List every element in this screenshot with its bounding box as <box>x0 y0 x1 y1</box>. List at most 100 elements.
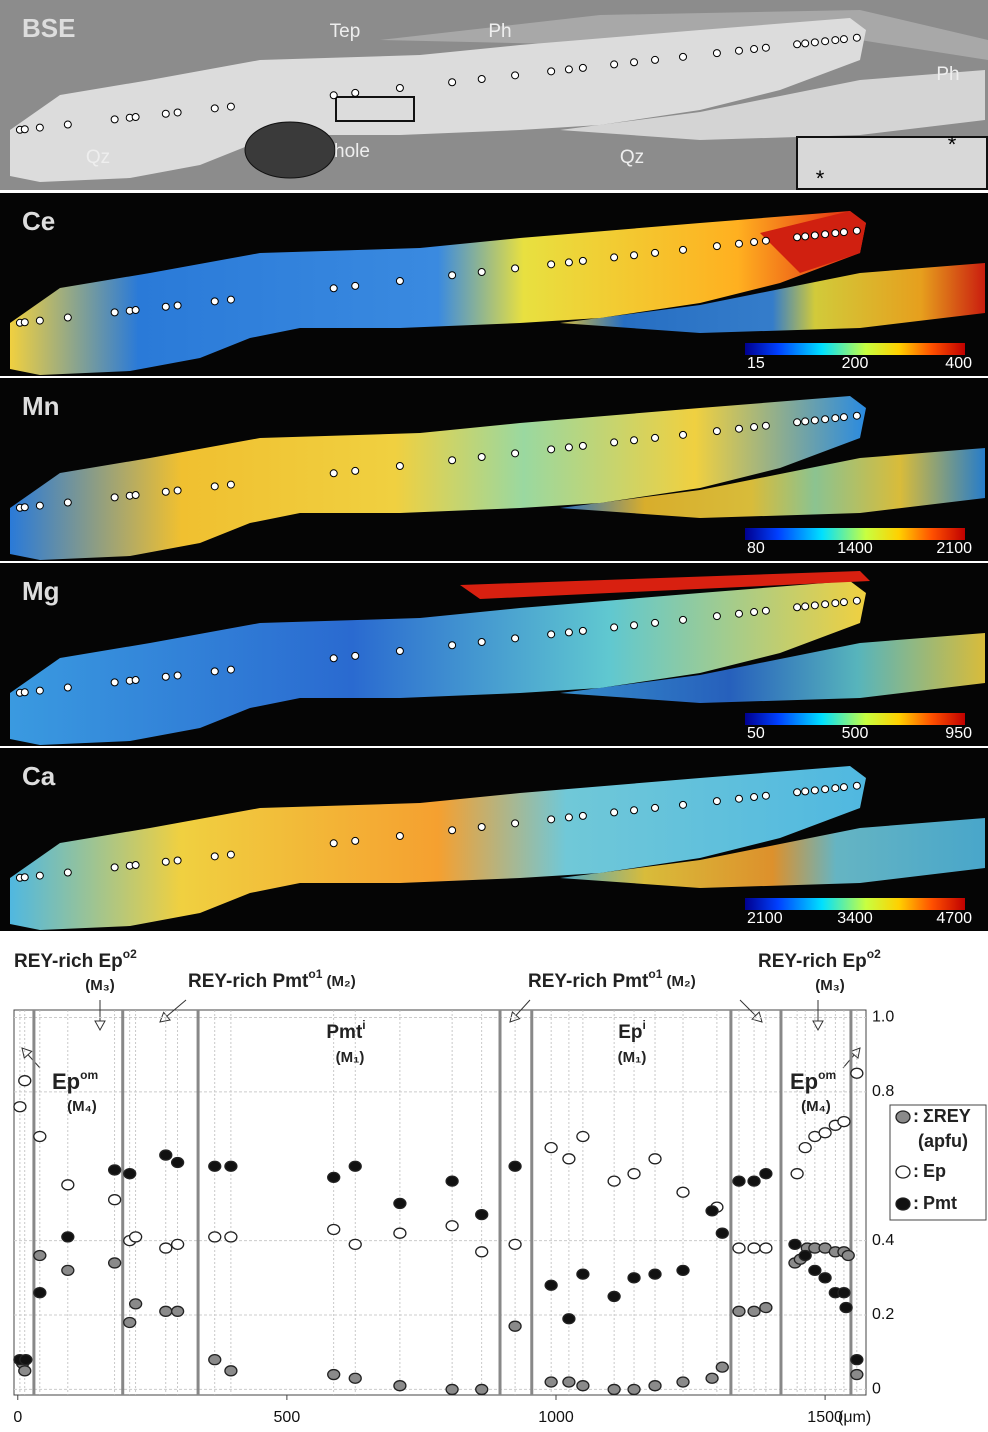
point <box>209 1161 221 1171</box>
spot <box>611 809 618 816</box>
spot <box>565 814 572 821</box>
y-tick-label: 0 <box>872 1381 881 1398</box>
spot <box>64 684 71 691</box>
spot <box>162 858 169 865</box>
point <box>628 1384 640 1394</box>
spot <box>512 635 519 642</box>
colorbar-label: 1400 <box>837 540 873 557</box>
point <box>706 1206 718 1216</box>
point <box>394 1228 406 1238</box>
spot <box>735 425 742 432</box>
point <box>124 1169 136 1179</box>
spot <box>227 481 234 488</box>
annotation-sup: i <box>362 1018 365 1032</box>
legend-label: Pmt <box>923 1193 957 1213</box>
spot <box>832 37 839 44</box>
map-label: Mg <box>22 576 60 606</box>
spot <box>227 666 234 673</box>
spot <box>330 655 337 662</box>
spot <box>512 72 519 79</box>
annotation-after: (M₂) <box>322 973 355 990</box>
spot <box>111 679 118 686</box>
spot <box>211 298 218 305</box>
colorbar-label: 4700 <box>936 910 972 927</box>
point <box>628 1273 640 1283</box>
spot <box>396 462 403 469</box>
point <box>838 1288 850 1298</box>
point <box>476 1210 488 1220</box>
point <box>748 1306 760 1316</box>
spot <box>631 252 638 259</box>
spot <box>36 687 43 694</box>
spot <box>565 444 572 451</box>
point <box>608 1176 620 1186</box>
point <box>716 1362 728 1372</box>
colorbar-label: 3400 <box>837 910 873 927</box>
point <box>748 1176 760 1186</box>
spot <box>631 807 638 814</box>
spot <box>21 874 28 881</box>
spot <box>565 259 572 266</box>
spot <box>478 268 485 275</box>
spot <box>352 837 359 844</box>
map-note: Ph <box>488 21 511 42</box>
spot <box>396 647 403 654</box>
legend-separator: : <box>913 1106 919 1126</box>
spot <box>227 851 234 858</box>
point <box>225 1232 237 1242</box>
point <box>34 1251 46 1261</box>
colorbar <box>745 713 965 725</box>
map-panel: 210034004700Ca <box>0 748 988 931</box>
spot <box>652 56 659 63</box>
point <box>509 1239 521 1249</box>
point <box>851 1370 863 1380</box>
spot <box>132 492 139 499</box>
point <box>649 1269 661 1279</box>
point <box>34 1131 46 1141</box>
spot <box>211 105 218 112</box>
spot <box>548 68 555 75</box>
point <box>840 1303 852 1313</box>
colorbar-label: 500 <box>842 725 869 742</box>
point <box>394 1381 406 1391</box>
x-tick-label: 500 <box>274 1409 301 1426</box>
spot <box>174 109 181 116</box>
annotation: REY-rich Pmto1 (M₂) <box>528 967 696 992</box>
spot <box>449 79 456 86</box>
spot <box>579 257 586 264</box>
spot <box>174 302 181 309</box>
spot <box>64 314 71 321</box>
spot <box>64 121 71 128</box>
annotation-text: Ep <box>52 1069 80 1094</box>
spot <box>162 488 169 495</box>
point <box>791 1169 803 1179</box>
annotation-sup: om <box>80 1068 98 1082</box>
point <box>20 1355 32 1365</box>
legend-marker <box>896 1166 910 1178</box>
point <box>109 1258 121 1268</box>
colorbar-label: 50 <box>747 725 765 742</box>
point <box>130 1232 142 1242</box>
annotation: (M₄) <box>67 1098 97 1115</box>
spot <box>330 470 337 477</box>
spot <box>111 494 118 501</box>
point <box>733 1306 745 1316</box>
point <box>677 1377 689 1387</box>
point <box>563 1314 575 1324</box>
spot <box>132 862 139 869</box>
point <box>649 1154 661 1164</box>
point <box>160 1243 172 1253</box>
annotation: REY-rich Epo2 <box>14 947 137 972</box>
point <box>677 1187 689 1197</box>
map-note: * <box>816 166 825 191</box>
spot <box>794 234 801 241</box>
spot <box>794 419 801 426</box>
point <box>476 1247 488 1257</box>
spot <box>330 285 337 292</box>
legend-entry: :Ep <box>913 1161 946 1181</box>
point <box>446 1176 458 1186</box>
spot <box>713 50 720 57</box>
annotation-sup: o2 <box>123 947 137 961</box>
